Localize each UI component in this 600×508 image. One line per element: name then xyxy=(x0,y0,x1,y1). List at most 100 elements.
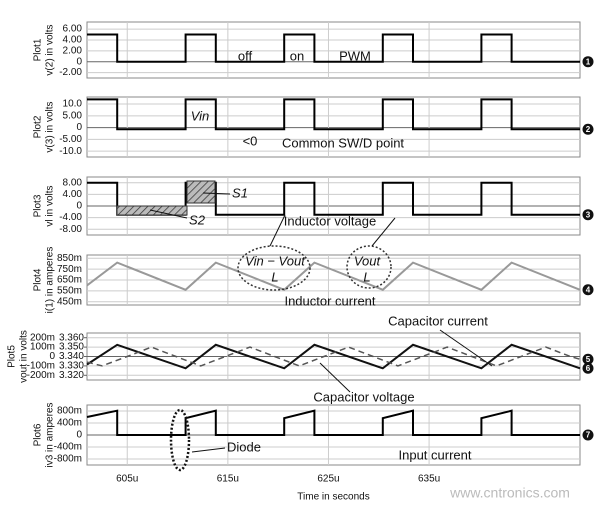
annotation: Vin xyxy=(191,108,210,123)
y-axis-label: v(2) in volts xyxy=(45,24,56,75)
y-tick-label: 2.00 xyxy=(63,45,83,56)
x-tick-label: 605u xyxy=(116,474,138,485)
annotation-shape xyxy=(169,408,191,472)
trace-number: 7 xyxy=(586,431,591,440)
x-tick-label: 635u xyxy=(418,474,440,485)
trace-number: 6 xyxy=(586,364,591,373)
annotation: PWM xyxy=(339,48,371,63)
annotation-shape xyxy=(237,245,311,291)
trace-marker xyxy=(582,209,594,221)
y-axis-label: i(1) in amperes xyxy=(45,247,56,314)
plot-label: Plot1 xyxy=(33,38,44,61)
trace-marker xyxy=(582,56,594,68)
y-tick-label: 400m xyxy=(57,418,82,429)
y-tick-label: 6.00 xyxy=(63,24,83,35)
y-tick-label: -4.00 xyxy=(59,212,82,223)
y2-tick-label: 3.330 xyxy=(59,361,84,372)
y2-tick-label: 3.350 xyxy=(59,342,84,353)
annotation: L xyxy=(271,269,278,284)
y-tick-label: 4.00 xyxy=(63,189,83,200)
y-tick-label: 0 xyxy=(76,56,82,67)
annotation: Common SW/D point xyxy=(282,135,404,150)
trace-marker xyxy=(582,353,594,365)
trace-marker xyxy=(582,362,594,374)
y-tick-label: 650m xyxy=(57,275,82,286)
trace-marker xyxy=(582,284,594,296)
x-tick-label: 625u xyxy=(317,474,339,485)
annotation: on xyxy=(290,48,304,63)
plot-label: Plot2 xyxy=(33,115,44,138)
annotation: Inductor voltage xyxy=(284,213,377,228)
plot-label: Plot5 xyxy=(7,345,18,368)
annotation-shape xyxy=(371,217,396,247)
annotation: Vout xyxy=(354,253,382,268)
y2-tick-label: 3.320 xyxy=(59,370,84,381)
plot-label: Plot6 xyxy=(33,423,44,446)
plot-frame xyxy=(86,21,581,79)
trace-number: 2 xyxy=(586,125,591,134)
plot-frame xyxy=(86,96,581,158)
annotation: Capacitor current xyxy=(388,313,488,328)
y-tick-label: 0 xyxy=(49,351,55,362)
trace-number: 5 xyxy=(586,355,591,364)
y-tick-label: 0 xyxy=(76,122,82,133)
y-tick-label: 800m xyxy=(57,406,82,417)
trace-number: 4 xyxy=(586,285,591,294)
y-tick-label: 850m xyxy=(57,253,82,264)
series-line xyxy=(86,343,581,370)
y-axis-label: iv3 in amperes xyxy=(45,402,56,467)
y-tick-label: -2.00 xyxy=(59,67,82,78)
trace-marker xyxy=(582,123,594,135)
annotation: Inductor current xyxy=(284,293,375,308)
y-tick-label: 10.0 xyxy=(63,99,83,110)
annotation: S2 xyxy=(189,212,206,227)
y-tick-label: 5.00 xyxy=(63,110,83,121)
y-tick-label: 8.00 xyxy=(63,177,83,188)
annotation: S1 xyxy=(232,185,248,200)
annotation: Diode xyxy=(227,439,261,454)
y-tick-label: -100m xyxy=(27,361,55,372)
annotation-shape xyxy=(149,209,188,219)
trace-number: 1 xyxy=(586,57,591,66)
annotation: Input current xyxy=(399,447,472,462)
trace-marker xyxy=(582,429,594,441)
annotation-shape xyxy=(191,447,226,453)
annotation: off xyxy=(238,48,253,63)
y-tick-label: 4.00 xyxy=(63,35,83,46)
x-axis-label: Time in seconds xyxy=(297,492,369,503)
y-tick-label: -200m xyxy=(27,370,55,381)
y-tick-label: 0 xyxy=(76,201,82,212)
y2-tick-label: 3.360 xyxy=(59,332,84,343)
y-tick-label: 450m xyxy=(57,296,82,307)
y-axis-label: vout in volts xyxy=(19,330,30,383)
y-tick-label: 750m xyxy=(57,264,82,275)
series-line xyxy=(86,261,581,291)
annotation-shape xyxy=(439,329,493,367)
annotation: L xyxy=(363,269,370,284)
y-axis-label: v(3) in volts xyxy=(45,101,56,152)
trace-number: 3 xyxy=(586,210,591,219)
x-tick-label: 615u xyxy=(217,474,239,485)
series-line xyxy=(86,409,580,436)
annotation: <0 xyxy=(243,133,258,148)
plot-label: Plot3 xyxy=(33,194,44,217)
series-line xyxy=(87,33,580,63)
watermark: www.cntronics.com xyxy=(449,485,570,501)
plot-label: Plot4 xyxy=(33,268,44,291)
series-line xyxy=(87,98,580,131)
y2-tick-label: 3.340 xyxy=(59,351,84,362)
y-tick-label: 200m xyxy=(30,332,55,343)
y-tick-label: -10.0 xyxy=(59,146,82,157)
y-tick-label: -800m xyxy=(54,454,82,465)
annotation: Capacitor voltage xyxy=(313,389,414,404)
y-tick-label: -8.00 xyxy=(59,224,82,235)
y-tick-label: 100m xyxy=(30,342,55,353)
y-axis-label: vl in volts xyxy=(45,185,56,226)
y-tick-label: 0 xyxy=(76,430,82,441)
y-tick-label: -400m xyxy=(54,442,82,453)
annotation: Vin − Vout xyxy=(245,253,306,268)
annotation-shape xyxy=(346,245,392,289)
annotation-shape xyxy=(269,214,286,247)
annotation-shape xyxy=(186,180,216,204)
